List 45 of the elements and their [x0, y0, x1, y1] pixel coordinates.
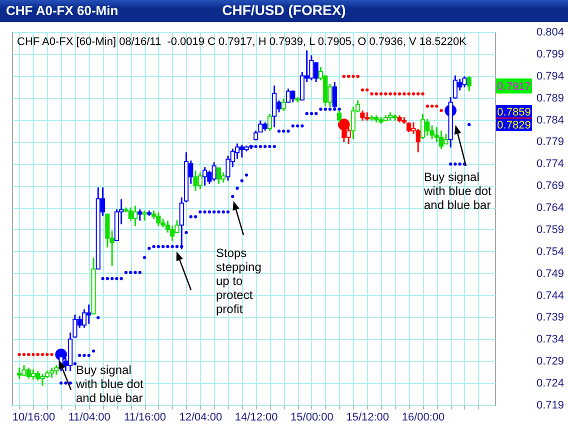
y-tick-label: 0.719	[536, 400, 564, 412]
annotation: Buy signal with blue dot and blue bar	[423, 170, 492, 212]
y-tick-label: 0.754	[536, 246, 564, 258]
x-tick-label: 11/04:00	[68, 412, 110, 424]
annotation: Stops stepping up to protect profit	[216, 246, 262, 316]
x-tick-label: 10/16:00	[12, 412, 56, 424]
y-tick-label: 0.764	[536, 202, 564, 214]
candlestick	[30, 368, 36, 380]
y-tick-label: 0.744	[536, 290, 564, 302]
y-tick-label: 0.739	[536, 312, 564, 324]
candlestick	[216, 166, 222, 185]
y-tick-label: 0.724	[536, 378, 564, 390]
price-tag: 0.7829	[496, 118, 532, 132]
x-tick-label: 15/00:00	[290, 412, 334, 424]
y-tick-label: 0.774	[536, 158, 564, 170]
y-tick-label: 0.804	[536, 26, 564, 38]
x-tick-label: 11/16:00	[124, 412, 166, 424]
y-tick-label: 0.749	[536, 268, 564, 280]
candlestick	[336, 110, 342, 124]
y-tick-label: 0.794	[536, 70, 564, 82]
y-tick-label: 0.789	[536, 92, 564, 104]
x-tick-label: 14/12:00	[234, 412, 278, 424]
candlestick	[49, 366, 54, 379]
candlestick	[466, 76, 472, 92]
annotation: Buy signal with blue dot and blue bar	[75, 363, 144, 405]
y-tick-label: 0.734	[536, 334, 564, 346]
chart-title: CHF/USD (FOREX)	[222, 2, 346, 18]
x-tick-label: 15/12:00	[346, 412, 390, 424]
candlestick	[82, 308, 87, 329]
x-tick-label: 12/04:00	[179, 412, 222, 424]
candlestick	[142, 210, 147, 222]
price-tag: 0.7859	[496, 104, 532, 118]
y-tick-label: 0.759	[536, 224, 564, 236]
candlestick	[138, 208, 142, 222]
candlestick	[132, 205, 138, 227]
y-tick-label: 0.799	[536, 48, 564, 60]
chart-subtitle: CHF A0-FX [60-Min] 08/16/11 -0.0019 C 0.7917, H 0.7939, L 0.7905, O 0.7936, V 18.5220K	[17, 36, 466, 48]
y-tick-label: 0.779	[536, 136, 564, 148]
y-tick-label: 0.729	[536, 356, 564, 368]
candlestick	[420, 113, 426, 140]
y-tick-label: 0.784	[536, 114, 564, 126]
x-tick-label: 16/00:00	[402, 412, 445, 424]
y-tick-label: 0.769	[536, 180, 564, 192]
window-title-bar: CHF A0-FX 60-Min CHF/USD (FOREX)	[0, 0, 568, 22]
price-tag: 0.7917	[496, 78, 532, 94]
